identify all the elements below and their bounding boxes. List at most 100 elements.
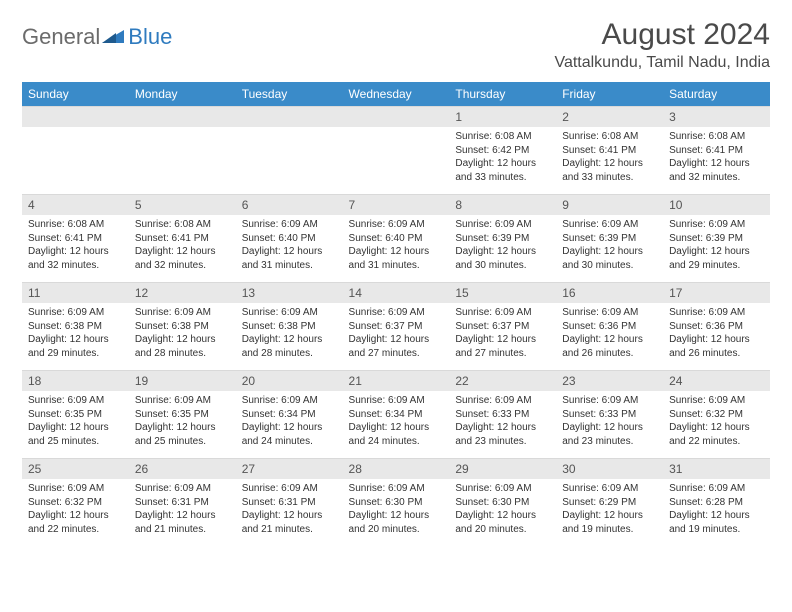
brand-part2: Blue: [128, 24, 172, 50]
brand-logo: General Blue: [22, 18, 172, 50]
calendar-day-cell: 4Sunrise: 6:08 AMSunset: 6:41 PMDaylight…: [22, 195, 129, 283]
day-details: Sunrise: 6:09 AMSunset: 6:31 PMDaylight:…: [236, 479, 343, 540]
day-details: Sunrise: 6:08 AMSunset: 6:41 PMDaylight:…: [22, 215, 129, 276]
day-details: Sunrise: 6:09 AMSunset: 6:32 PMDaylight:…: [22, 479, 129, 540]
calendar-day-cell: 11Sunrise: 6:09 AMSunset: 6:38 PMDayligh…: [22, 283, 129, 371]
location-label: Vattalkundu, Tamil Nadu, India: [554, 54, 770, 72]
day-details: Sunrise: 6:08 AMSunset: 6:41 PMDaylight:…: [556, 127, 663, 188]
calendar-week-row: 11Sunrise: 6:09 AMSunset: 6:38 PMDayligh…: [22, 283, 770, 371]
day-details: Sunrise: 6:09 AMSunset: 6:38 PMDaylight:…: [236, 303, 343, 364]
day-number: 3: [663, 107, 770, 127]
calendar-day-cell: 3Sunrise: 6:08 AMSunset: 6:41 PMDaylight…: [663, 107, 770, 195]
day-details: Sunrise: 6:09 AMSunset: 6:28 PMDaylight:…: [663, 479, 770, 540]
day-number: 28: [343, 459, 450, 479]
day-details: Sunrise: 6:09 AMSunset: 6:38 PMDaylight:…: [22, 303, 129, 364]
calendar-day-cell: 30Sunrise: 6:09 AMSunset: 6:29 PMDayligh…: [556, 459, 663, 547]
brand-part1: General: [22, 24, 100, 50]
day-details: Sunrise: 6:09 AMSunset: 6:35 PMDaylight:…: [129, 391, 236, 452]
calendar-week-row: 1Sunrise: 6:08 AMSunset: 6:42 PMDaylight…: [22, 107, 770, 195]
day-details: Sunrise: 6:09 AMSunset: 6:30 PMDaylight:…: [449, 479, 556, 540]
title-block: August 2024 Vattalkundu, Tamil Nadu, Ind…: [554, 18, 770, 72]
day-details: Sunrise: 6:09 AMSunset: 6:36 PMDaylight:…: [556, 303, 663, 364]
calendar-day-cell: 23Sunrise: 6:09 AMSunset: 6:33 PMDayligh…: [556, 371, 663, 459]
day-number: 26: [129, 459, 236, 479]
day-details: Sunrise: 6:09 AMSunset: 6:31 PMDaylight:…: [129, 479, 236, 540]
day-details: Sunrise: 6:09 AMSunset: 6:37 PMDaylight:…: [343, 303, 450, 364]
calendar-day-cell: [22, 107, 129, 195]
day-number: 7: [343, 195, 450, 215]
day-header: Saturday: [663, 82, 770, 107]
day-number: 4: [22, 195, 129, 215]
calendar-day-cell: 22Sunrise: 6:09 AMSunset: 6:33 PMDayligh…: [449, 371, 556, 459]
month-title: August 2024: [554, 18, 770, 52]
day-number: 10: [663, 195, 770, 215]
day-number: [236, 107, 343, 127]
day-number: [343, 107, 450, 127]
page-header: General Blue August 2024 Vattalkundu, Ta…: [22, 18, 770, 72]
day-number: 14: [343, 283, 450, 303]
calendar-day-cell: 8Sunrise: 6:09 AMSunset: 6:39 PMDaylight…: [449, 195, 556, 283]
day-details: Sunrise: 6:09 AMSunset: 6:36 PMDaylight:…: [663, 303, 770, 364]
calendar-day-cell: 26Sunrise: 6:09 AMSunset: 6:31 PMDayligh…: [129, 459, 236, 547]
calendar-day-cell: 25Sunrise: 6:09 AMSunset: 6:32 PMDayligh…: [22, 459, 129, 547]
calendar-day-cell: 10Sunrise: 6:09 AMSunset: 6:39 PMDayligh…: [663, 195, 770, 283]
calendar-day-cell: 12Sunrise: 6:09 AMSunset: 6:38 PMDayligh…: [129, 283, 236, 371]
calendar-day-cell: [129, 107, 236, 195]
day-details: Sunrise: 6:09 AMSunset: 6:32 PMDaylight:…: [663, 391, 770, 452]
day-number: 19: [129, 371, 236, 391]
day-details: Sunrise: 6:09 AMSunset: 6:33 PMDaylight:…: [449, 391, 556, 452]
day-details: Sunrise: 6:09 AMSunset: 6:38 PMDaylight:…: [129, 303, 236, 364]
day-details: Sunrise: 6:09 AMSunset: 6:29 PMDaylight:…: [556, 479, 663, 540]
calendar-day-cell: 31Sunrise: 6:09 AMSunset: 6:28 PMDayligh…: [663, 459, 770, 547]
day-number: 9: [556, 195, 663, 215]
day-number: 12: [129, 283, 236, 303]
day-details: Sunrise: 6:09 AMSunset: 6:39 PMDaylight:…: [556, 215, 663, 276]
day-details: Sunrise: 6:09 AMSunset: 6:33 PMDaylight:…: [556, 391, 663, 452]
day-number: 27: [236, 459, 343, 479]
day-header: Wednesday: [343, 82, 450, 107]
day-number: 15: [449, 283, 556, 303]
day-header: Sunday: [22, 82, 129, 107]
calendar-day-cell: 27Sunrise: 6:09 AMSunset: 6:31 PMDayligh…: [236, 459, 343, 547]
day-header: Monday: [129, 82, 236, 107]
day-number: 17: [663, 283, 770, 303]
day-number: 23: [556, 371, 663, 391]
calendar-day-cell: 15Sunrise: 6:09 AMSunset: 6:37 PMDayligh…: [449, 283, 556, 371]
day-number: 31: [663, 459, 770, 479]
day-details: Sunrise: 6:09 AMSunset: 6:30 PMDaylight:…: [343, 479, 450, 540]
calendar-day-cell: 7Sunrise: 6:09 AMSunset: 6:40 PMDaylight…: [343, 195, 450, 283]
day-number: 2: [556, 107, 663, 127]
calendar-week-row: 4Sunrise: 6:08 AMSunset: 6:41 PMDaylight…: [22, 195, 770, 283]
calendar-day-cell: 29Sunrise: 6:09 AMSunset: 6:30 PMDayligh…: [449, 459, 556, 547]
day-details: Sunrise: 6:09 AMSunset: 6:37 PMDaylight:…: [449, 303, 556, 364]
day-number: [129, 107, 236, 127]
calendar-day-cell: [343, 107, 450, 195]
day-number: 24: [663, 371, 770, 391]
calendar-head: SundayMondayTuesdayWednesdayThursdayFrid…: [22, 82, 770, 107]
day-details: Sunrise: 6:09 AMSunset: 6:34 PMDaylight:…: [236, 391, 343, 452]
calendar-week-row: 25Sunrise: 6:09 AMSunset: 6:32 PMDayligh…: [22, 459, 770, 547]
day-number: 11: [22, 283, 129, 303]
day-details: Sunrise: 6:08 AMSunset: 6:41 PMDaylight:…: [663, 127, 770, 188]
day-header: Thursday: [449, 82, 556, 107]
calendar-day-cell: 28Sunrise: 6:09 AMSunset: 6:30 PMDayligh…: [343, 459, 450, 547]
day-details: Sunrise: 6:08 AMSunset: 6:41 PMDaylight:…: [129, 215, 236, 276]
day-number: 1: [449, 107, 556, 127]
calendar-day-cell: 14Sunrise: 6:09 AMSunset: 6:37 PMDayligh…: [343, 283, 450, 371]
day-number: [22, 107, 129, 127]
day-details: Sunrise: 6:09 AMSunset: 6:40 PMDaylight:…: [236, 215, 343, 276]
day-number: 30: [556, 459, 663, 479]
day-details: Sunrise: 6:08 AMSunset: 6:42 PMDaylight:…: [449, 127, 556, 188]
calendar-day-cell: 24Sunrise: 6:09 AMSunset: 6:32 PMDayligh…: [663, 371, 770, 459]
day-number: 13: [236, 283, 343, 303]
calendar-day-cell: [236, 107, 343, 195]
calendar-day-cell: 6Sunrise: 6:09 AMSunset: 6:40 PMDaylight…: [236, 195, 343, 283]
day-number: 6: [236, 195, 343, 215]
calendar-day-cell: 13Sunrise: 6:09 AMSunset: 6:38 PMDayligh…: [236, 283, 343, 371]
day-details: Sunrise: 6:09 AMSunset: 6:34 PMDaylight:…: [343, 391, 450, 452]
day-number: 25: [22, 459, 129, 479]
day-details: Sunrise: 6:09 AMSunset: 6:39 PMDaylight:…: [449, 215, 556, 276]
calendar-day-cell: 19Sunrise: 6:09 AMSunset: 6:35 PMDayligh…: [129, 371, 236, 459]
day-number: 21: [343, 371, 450, 391]
calendar-day-cell: 9Sunrise: 6:09 AMSunset: 6:39 PMDaylight…: [556, 195, 663, 283]
